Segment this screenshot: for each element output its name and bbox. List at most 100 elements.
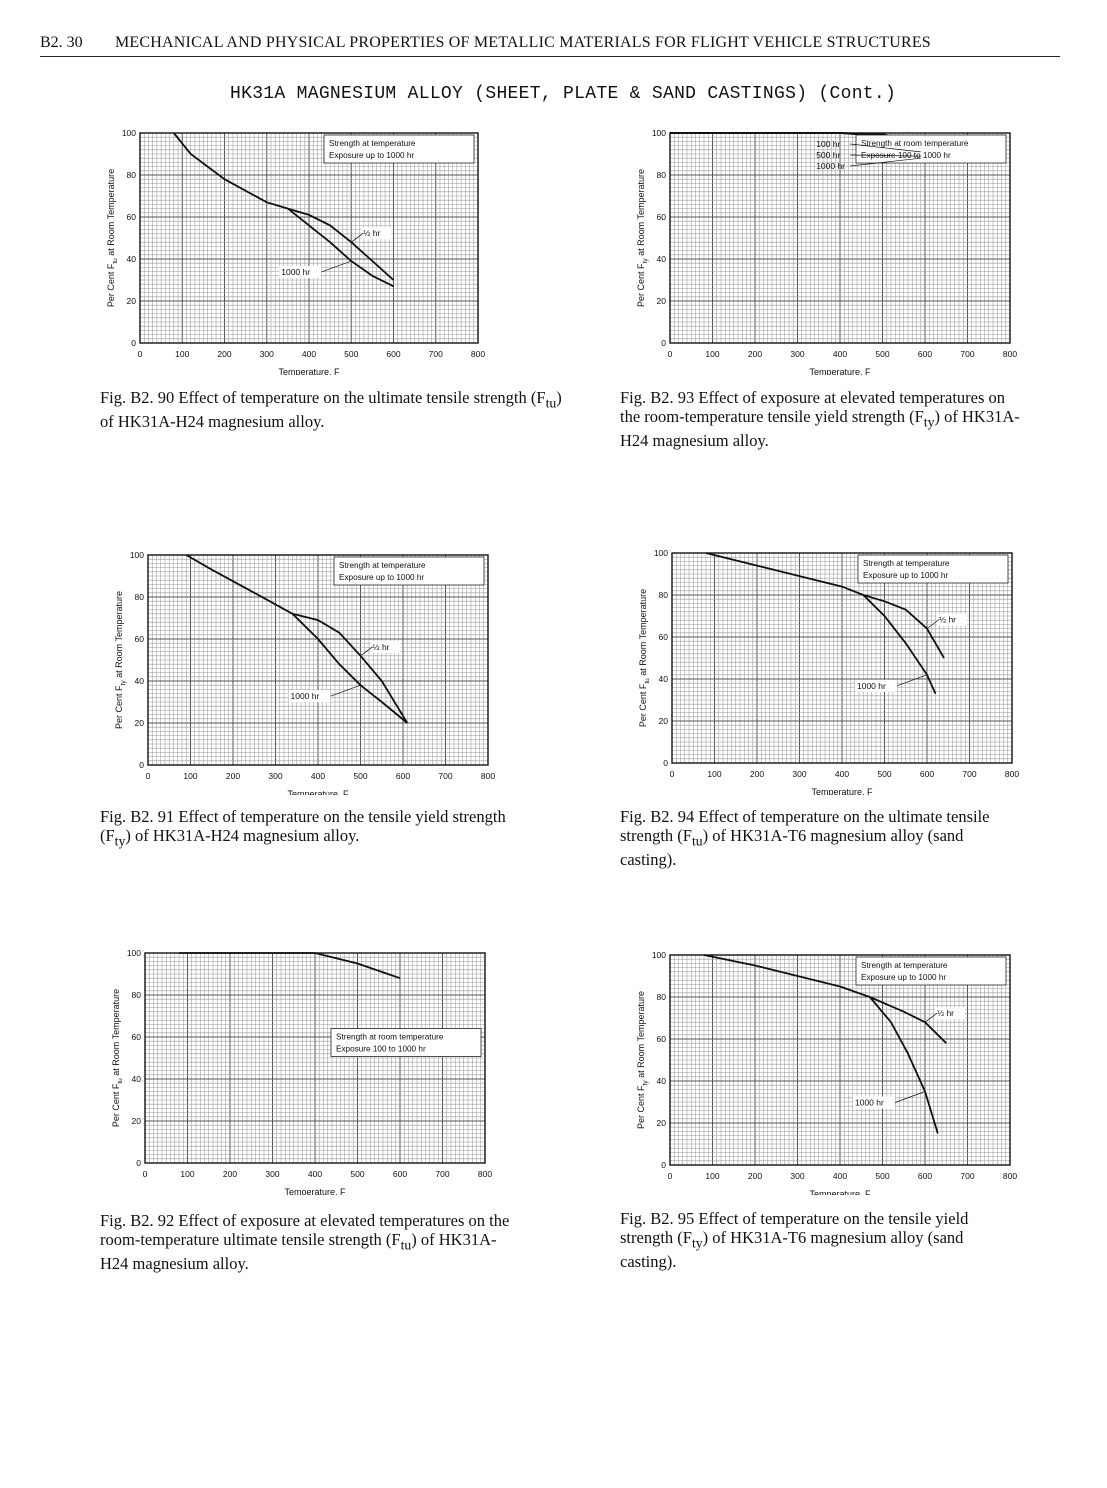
y-axis-label-subscript: ty — [642, 1080, 649, 1086]
page-number: B2. 30 — [40, 34, 83, 51]
annotation-leader — [321, 260, 352, 273]
y-tick-label: 0 — [661, 1160, 666, 1170]
annotation-leader — [360, 646, 373, 657]
x-tick-label: 100 — [175, 349, 189, 359]
figure-b2-92: 0 100 200 300 400 500 600 700 800 0 20 40 60 80 100 Tem… — [100, 945, 600, 1375]
series-line — [863, 594, 945, 659]
chart-b2-90: 0 100 200 300 400 500 600 700 800 0 20 40 60 80 100 Tem… — [106, 128, 485, 375]
x-tick-label: 600 — [386, 349, 400, 359]
y-tick-label: 60 — [659, 632, 669, 642]
caption-b2-92: Fig. B2. 92 Effect of exposure at elevat… — [100, 1211, 510, 1273]
series-line — [869, 996, 939, 1134]
annotation-leader — [924, 1012, 938, 1023]
legend-label: Strength at temperature — [329, 139, 416, 148]
annotation-label: 1000 hr — [281, 267, 310, 277]
x-tick-label: 500 — [875, 349, 889, 359]
legend-box — [855, 956, 1007, 986]
plot-frame — [669, 954, 1011, 1166]
annotation-bg — [937, 613, 967, 626]
y-axis-label-part: Per Cent F — [638, 683, 648, 727]
x-tick-label: 100 — [705, 349, 719, 359]
x-tick-label: 300 — [790, 349, 804, 359]
x-tick-label: 0 — [143, 1169, 148, 1179]
caption-fig-number: Fig. B2. 94 — [620, 807, 695, 826]
x-tick-label: 700 — [435, 1169, 449, 1179]
x-tick-label: 400 — [833, 349, 847, 359]
series-line — [287, 207, 395, 281]
y-axis-label-subscript: tu — [112, 258, 119, 264]
caption-subscript: tu — [691, 833, 703, 849]
y-tick-label: 0 — [661, 338, 666, 348]
x-tick-label: 300 — [790, 1171, 804, 1181]
x-tick-label: 400 — [302, 349, 316, 359]
y-tick-label: 80 — [657, 992, 667, 1002]
annotation-label: 1000 hr — [816, 161, 845, 171]
y-tick-label: 60 — [657, 212, 667, 222]
series-line — [705, 552, 864, 596]
chart-b2-94: 0 100 200 300 400 500 600 700 800 0 20 40 60 80 100 Tem… — [638, 548, 1019, 795]
y-axis-label-subscript: tu — [644, 678, 651, 684]
chart-b2-92: 0 100 200 300 400 500 600 700 800 0 20 40 60 80 100 Tem… — [111, 948, 492, 1195]
y-tick-label: 0 — [663, 758, 668, 768]
grid — [671, 552, 1013, 764]
annotation-leader — [850, 143, 921, 153]
x-axis-label: Temperature, F — [811, 787, 873, 795]
y-tick-label: 80 — [132, 990, 142, 1000]
legend-box — [333, 556, 485, 586]
x-tick-label: 300 — [792, 769, 806, 779]
x-tick-label: 400 — [833, 1171, 847, 1181]
caption-subscript: tu — [545, 395, 557, 411]
series-line — [179, 952, 401, 980]
y-axis-label-part: at Room Temperature — [636, 991, 646, 1080]
figure-b2-91: 0 100 200 300 400 500 600 700 800 0 20 40 60 80 100 Tem… — [100, 545, 600, 975]
x-tick-label: 800 — [1005, 769, 1019, 779]
caption-text: Effect of exposure at elevated temperatu… — [620, 388, 1006, 426]
caption-text-end: ) of HK31A-H24 magnesium alloy. — [100, 1230, 497, 1274]
x-tick-label: 800 — [481, 771, 495, 781]
y-axis-label-part: Per Cent F — [636, 1085, 646, 1129]
y-tick-label: 100 — [130, 550, 144, 560]
x-tick-label: 600 — [918, 349, 932, 359]
x-tick-label: 400 — [311, 771, 325, 781]
y-axis-label-subscript: ty — [642, 258, 649, 264]
caption-text-end: ) of HK31A-T6 magnesium alloy (sand cast… — [620, 826, 964, 870]
y-tick-label: 0 — [131, 338, 136, 348]
x-tick-label: 300 — [265, 1169, 279, 1179]
y-tick-label: 20 — [657, 1118, 667, 1128]
x-tick-label: 0 — [668, 349, 673, 359]
y-axis-label-part: at Room Temperature — [638, 589, 648, 678]
legend-label: Exposure 100 to 1000 hr — [861, 151, 951, 160]
series-line — [287, 207, 394, 288]
y-tick-label: 100 — [122, 128, 136, 138]
legend-label: Strength at temperature — [863, 559, 950, 568]
caption-subscript: ty — [691, 1235, 703, 1251]
legend-box — [323, 134, 475, 164]
y-tick-label: 60 — [127, 212, 137, 222]
legend-label: Exposure up to 1000 hr — [863, 571, 948, 580]
x-tick-label: 200 — [217, 349, 231, 359]
x-axis-label: Temperature, F — [809, 1189, 871, 1195]
x-tick-label: 500 — [875, 1171, 889, 1181]
x-tick-label: 500 — [353, 771, 367, 781]
x-tick-label: 100 — [180, 1169, 194, 1179]
annotation-bg — [855, 679, 897, 692]
y-tick-label: 40 — [132, 1074, 142, 1084]
annotation-leader — [850, 157, 921, 167]
annotation-bg — [853, 1096, 895, 1109]
y-tick-label: 20 — [657, 296, 667, 306]
x-tick-label: 0 — [146, 771, 151, 781]
y-tick-label: 60 — [657, 1034, 667, 1044]
legend-label: Exposure 100 to 1000 hr — [336, 1045, 426, 1054]
y-axis-label-part: at Room Temperature — [114, 591, 124, 680]
x-tick-label: 200 — [223, 1169, 237, 1179]
grid — [147, 554, 489, 766]
x-tick-label: 300 — [268, 771, 282, 781]
x-tick-label: 800 — [1003, 1171, 1017, 1181]
series-line — [292, 612, 409, 724]
annotation-bg — [370, 640, 401, 653]
series-line — [185, 554, 293, 615]
series-line — [703, 954, 871, 998]
x-tick-label: 700 — [429, 349, 443, 359]
x-tick-label: 200 — [226, 771, 240, 781]
y-tick-label: 40 — [657, 1076, 667, 1086]
